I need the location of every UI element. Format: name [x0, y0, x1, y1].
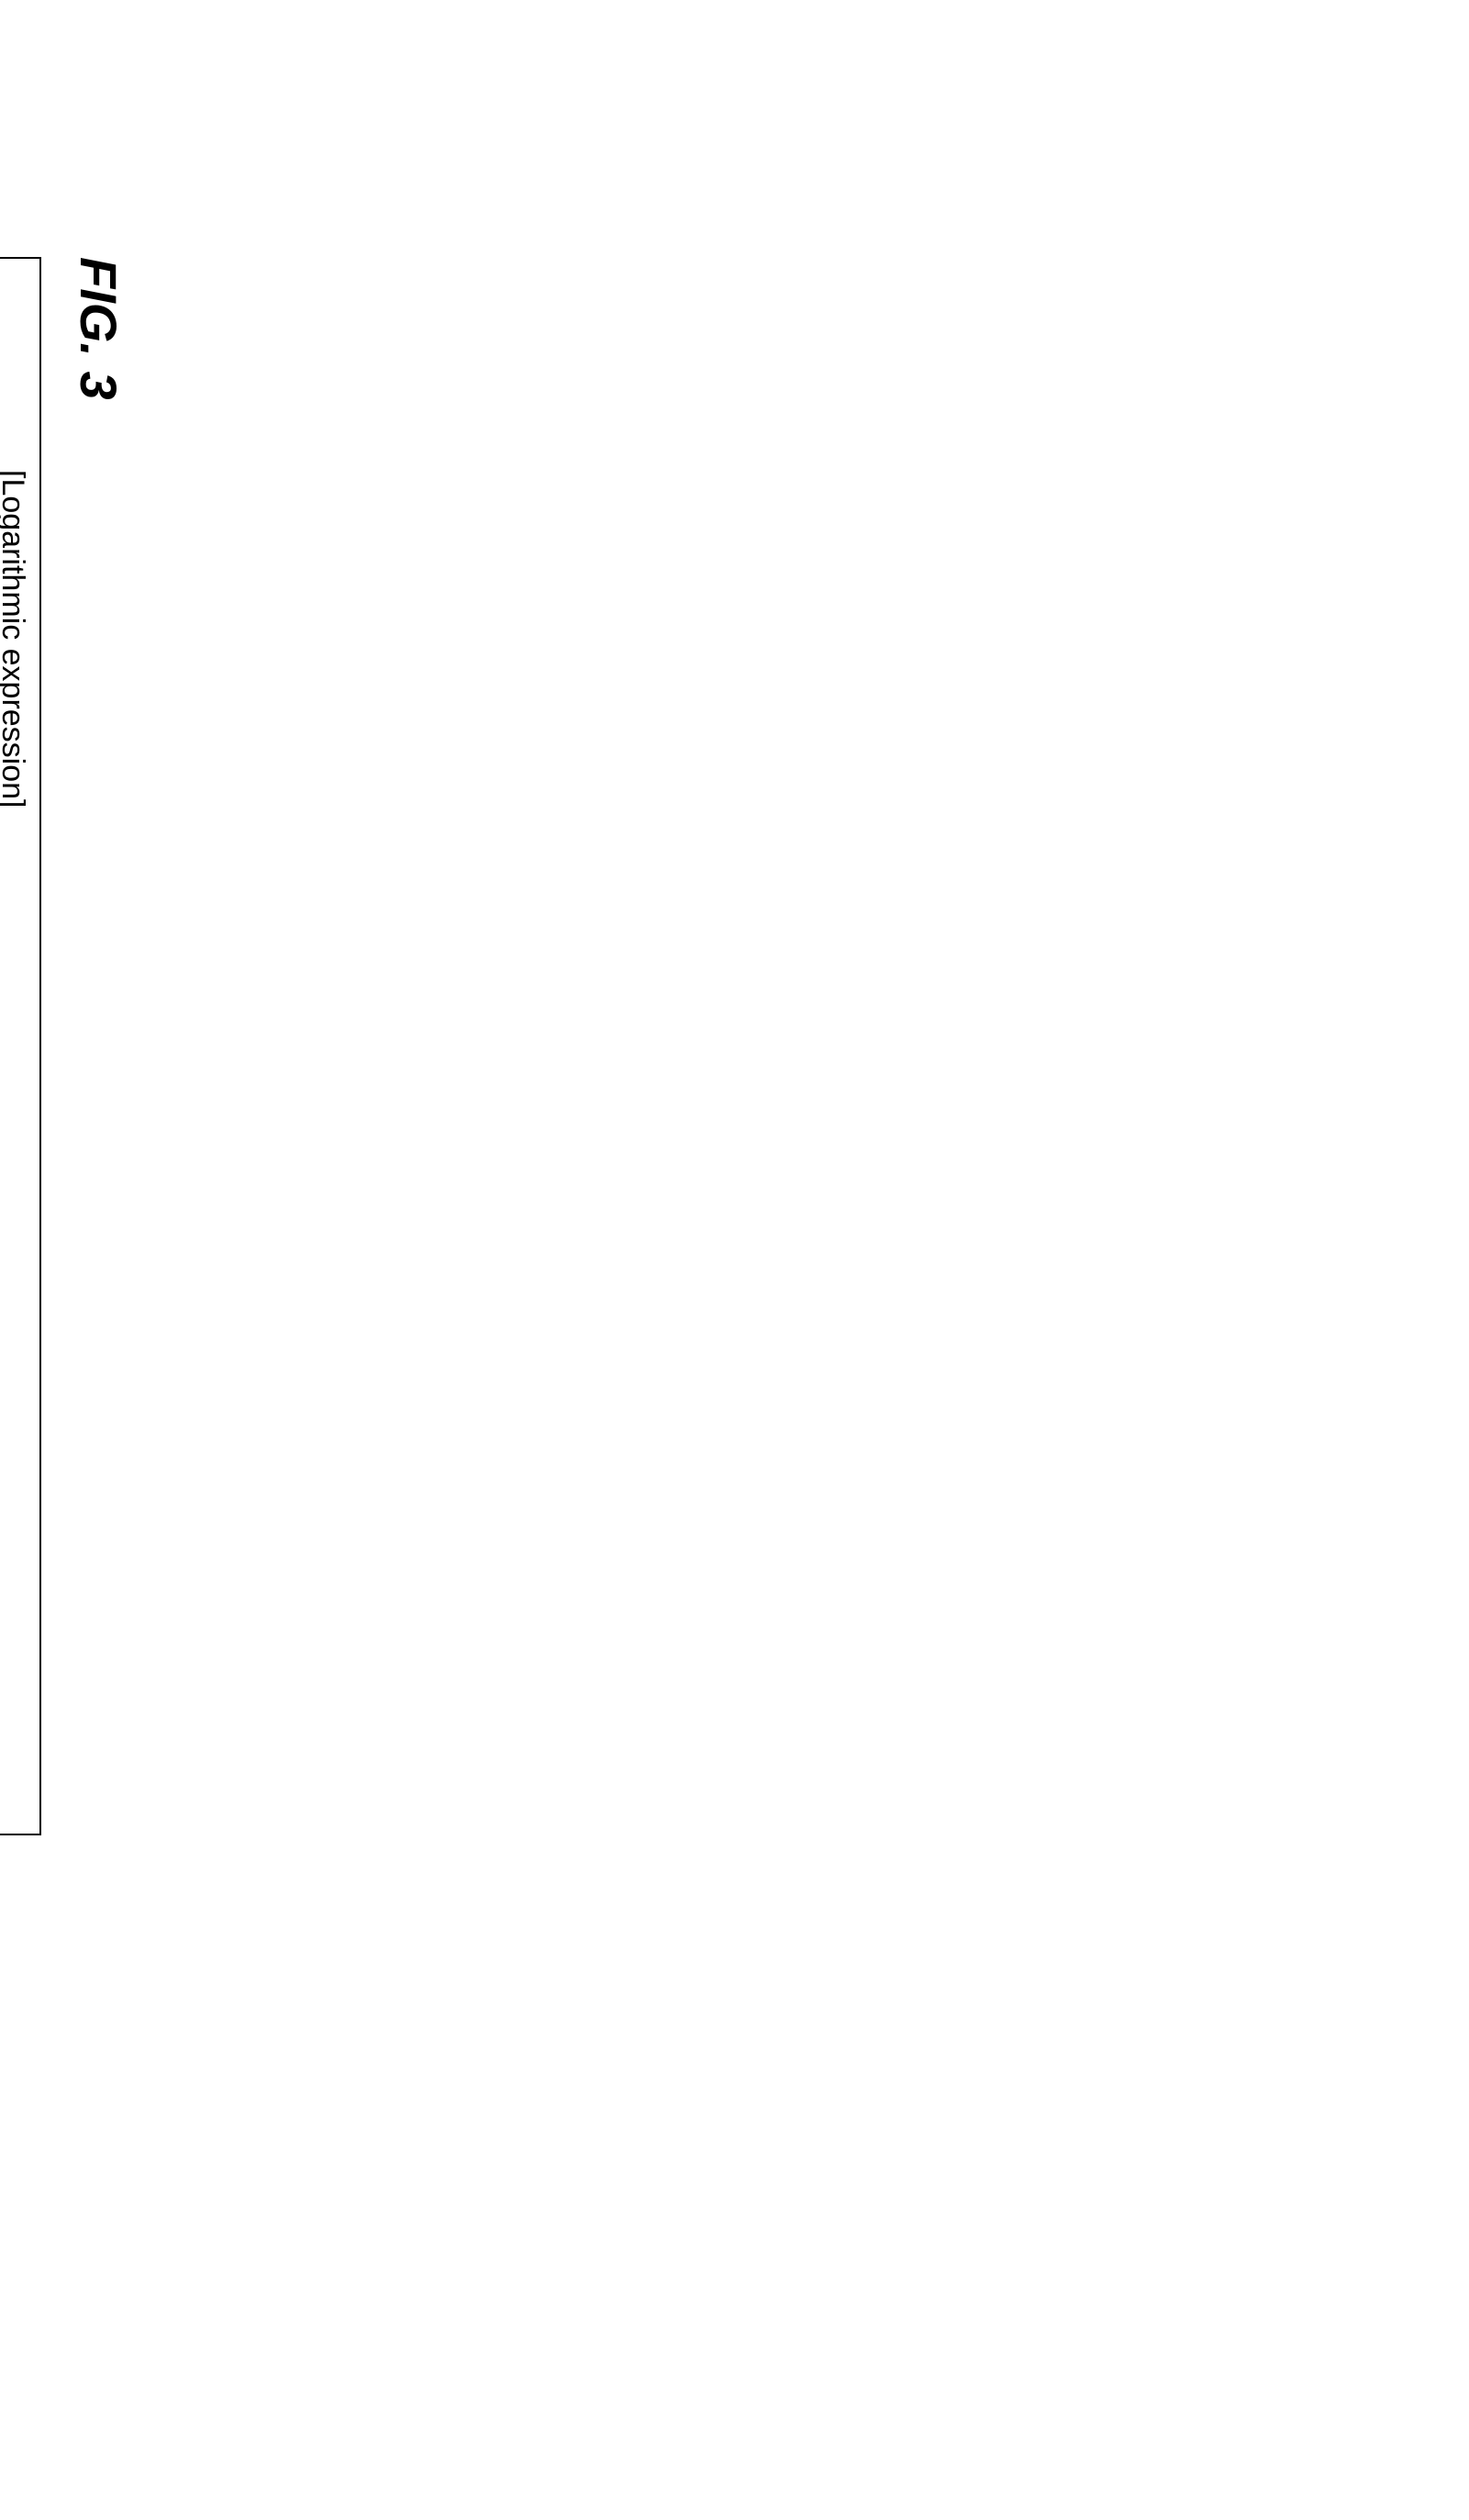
chart-caption: [Logarithmic expression]	[0, 470, 30, 1824]
figure-label: FIG. 3	[69, 257, 128, 1468]
chart-box: [Logarithmic expression] Number of Defec…	[0, 257, 41, 1835]
figure-wrapper: FIG. 3 [Logarithmic expression] Number o…	[0, 257, 128, 1468]
